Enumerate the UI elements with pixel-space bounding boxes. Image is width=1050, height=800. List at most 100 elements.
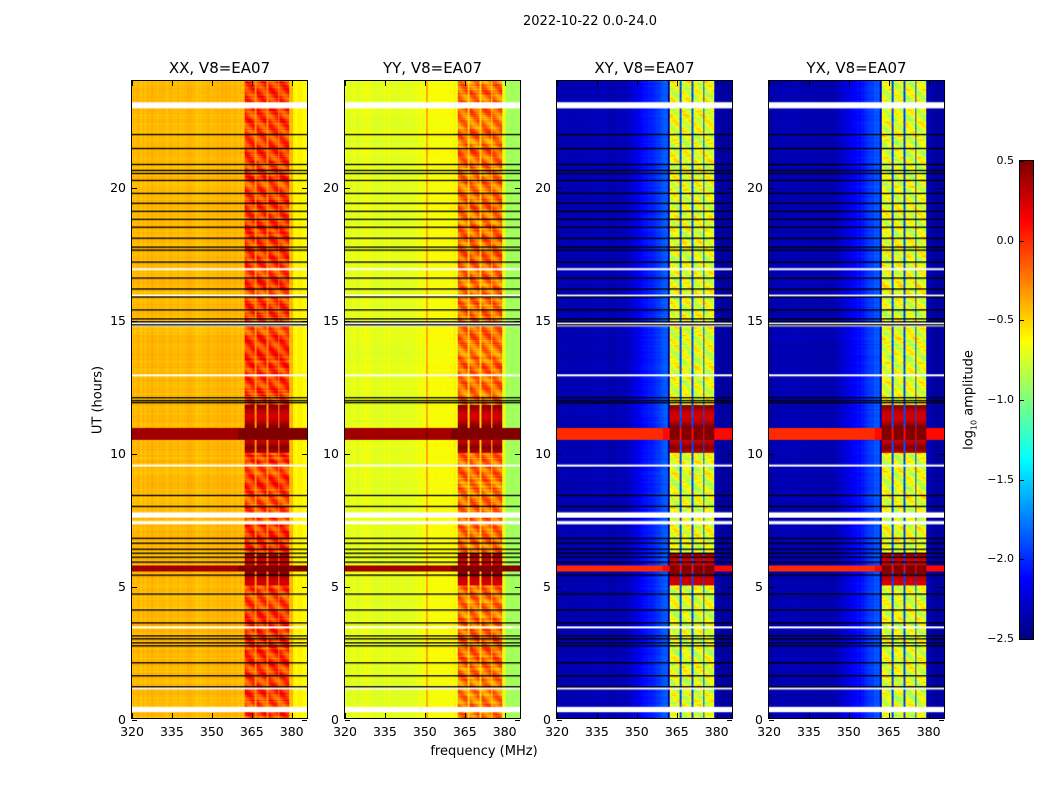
y-tick-label: 15	[323, 312, 339, 328]
y-tick-mark	[939, 720, 944, 721]
y-tick-mark	[939, 187, 944, 189]
x-tick-label: 350	[624, 724, 649, 739]
y-tick-mark	[727, 187, 732, 189]
y-tick-mark	[557, 187, 562, 189]
y-tick-label: 10	[535, 445, 551, 461]
x-tick-mark	[888, 81, 890, 86]
x-tick-mark	[848, 713, 850, 718]
x-tick-label: 365	[876, 724, 901, 739]
x-tick-mark	[211, 81, 213, 86]
y-tick-label: 10	[110, 445, 126, 461]
colorbar-tick-label: −2.0	[987, 552, 1014, 566]
x-tick-mark	[636, 713, 638, 718]
y-tick-mark	[345, 453, 350, 455]
x-tick-mark	[171, 81, 173, 86]
y-tick-label: 0	[331, 712, 339, 727]
y-tick-label: 20	[747, 179, 763, 195]
colorbar-tick-mark	[1020, 639, 1024, 640]
y-tick-mark	[132, 187, 137, 189]
y-tick-label: 0	[118, 712, 126, 727]
colorbar-label-suffix: amplitude	[961, 350, 977, 420]
x-tick-mark	[596, 713, 598, 718]
x-axis-label: frequency (MHz)	[430, 744, 538, 759]
panel-title: XX, V8=EA07	[168, 59, 271, 77]
x-tick-label: 350	[199, 724, 224, 739]
x-tick-mark	[251, 81, 253, 86]
y-tick-mark	[515, 586, 520, 588]
x-tick-label: 320	[120, 724, 144, 739]
x-tick-label: 335	[584, 724, 609, 739]
x-tick-mark	[424, 81, 426, 86]
x-tick-mark	[848, 81, 850, 86]
y-tick-mark	[557, 586, 562, 588]
y-tick-mark	[302, 453, 307, 455]
x-tick-mark	[504, 713, 506, 718]
y-tick-mark	[515, 453, 520, 455]
y-tick-mark	[515, 187, 520, 189]
x-tick-label: 365	[239, 724, 264, 739]
y-tick-mark	[302, 187, 307, 189]
x-tick-mark	[345, 713, 346, 718]
y-tick-mark	[132, 586, 137, 588]
y-tick-mark	[515, 320, 520, 322]
y-tick-mark	[557, 720, 562, 721]
y-tick-label: 15	[110, 312, 126, 328]
panel-yy: YY, V8=EA07 320 335 350 365 380 0 5 10 15 20	[323, 59, 521, 739]
y-tick-label: 15	[535, 312, 551, 328]
heatmap-image	[345, 81, 520, 718]
x-tick-label: 320	[333, 724, 357, 739]
x-tick-mark	[211, 713, 213, 718]
y-tick-label: 10	[747, 445, 763, 461]
y-tick-mark	[769, 453, 774, 455]
x-tick-label: 380	[279, 724, 304, 739]
x-tick-mark	[557, 81, 558, 86]
y-tick-label: 5	[331, 578, 339, 594]
x-tick-mark	[676, 713, 678, 718]
panel-title: YX, V8=EA07	[806, 59, 907, 77]
x-tick-mark	[384, 81, 386, 86]
x-tick-mark	[928, 81, 930, 86]
heatmap-image	[769, 81, 944, 718]
colorbar-tick-label: −1.5	[987, 472, 1014, 486]
colorbar-tick-mark	[1020, 320, 1024, 322]
y-tick-mark	[302, 586, 307, 588]
x-tick-label: 350	[412, 724, 437, 739]
y-tick-mark	[302, 720, 307, 721]
x-tick-mark	[424, 713, 426, 718]
x-tick-label: 320	[757, 724, 781, 739]
panel-title: XY, V8=EA07	[594, 59, 695, 77]
x-tick-label: 335	[372, 724, 397, 739]
colorbar-gradient	[1020, 161, 1033, 639]
x-tick-label: 380	[492, 724, 517, 739]
panel-yx: YX, V8=EA07 320 335 350 365 380 0 5 10 15 20	[747, 59, 945, 739]
colorbar-tick-mark	[1020, 240, 1024, 242]
x-tick-mark	[636, 81, 638, 86]
y-tick-mark	[132, 720, 137, 721]
colorbar-tick-mark	[1020, 479, 1024, 481]
y-tick-mark	[769, 187, 774, 189]
y-tick-label: 5	[543, 578, 551, 594]
y-tick-mark	[727, 720, 732, 721]
y-tick-mark	[939, 320, 944, 322]
y-tick-label: 5	[118, 578, 126, 594]
y-tick-label: 5	[755, 578, 763, 594]
y-tick-mark	[727, 320, 732, 322]
x-tick-mark	[384, 713, 386, 718]
y-tick-label: 20	[110, 179, 126, 195]
colorbar: 0.5 0.0 −0.5 −1.0 −1.5 −2.0 −2.5	[987, 154, 1034, 645]
colorbar-tick-label: 0.5	[996, 154, 1015, 167]
colorbar-label-sub: 10	[969, 419, 979, 431]
x-tick-mark	[888, 713, 890, 718]
x-tick-mark	[464, 81, 466, 86]
y-tick-label: 0	[543, 712, 551, 727]
x-tick-mark	[769, 713, 770, 718]
y-tick-mark	[557, 320, 562, 322]
heatmap-image	[132, 81, 307, 718]
y-tick-mark	[769, 720, 774, 721]
y-tick-label: 10	[323, 445, 339, 461]
y-tick-mark	[132, 320, 137, 322]
y-tick-mark	[727, 453, 732, 455]
x-tick-label: 365	[452, 724, 477, 739]
y-axis-label: UT (hours)	[90, 365, 106, 435]
